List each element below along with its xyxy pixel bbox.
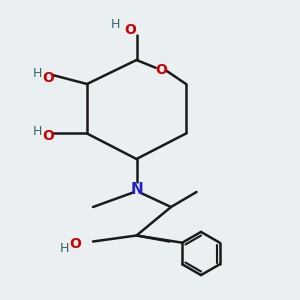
Text: N: N: [130, 182, 143, 196]
Text: H: H: [33, 67, 42, 80]
Text: H: H: [33, 125, 42, 139]
Text: H: H: [111, 17, 120, 31]
Text: O: O: [43, 71, 55, 85]
Text: O: O: [43, 129, 55, 142]
Text: O: O: [124, 23, 136, 37]
Text: O: O: [69, 238, 81, 251]
Text: O: O: [155, 63, 167, 76]
Text: H: H: [60, 242, 69, 255]
